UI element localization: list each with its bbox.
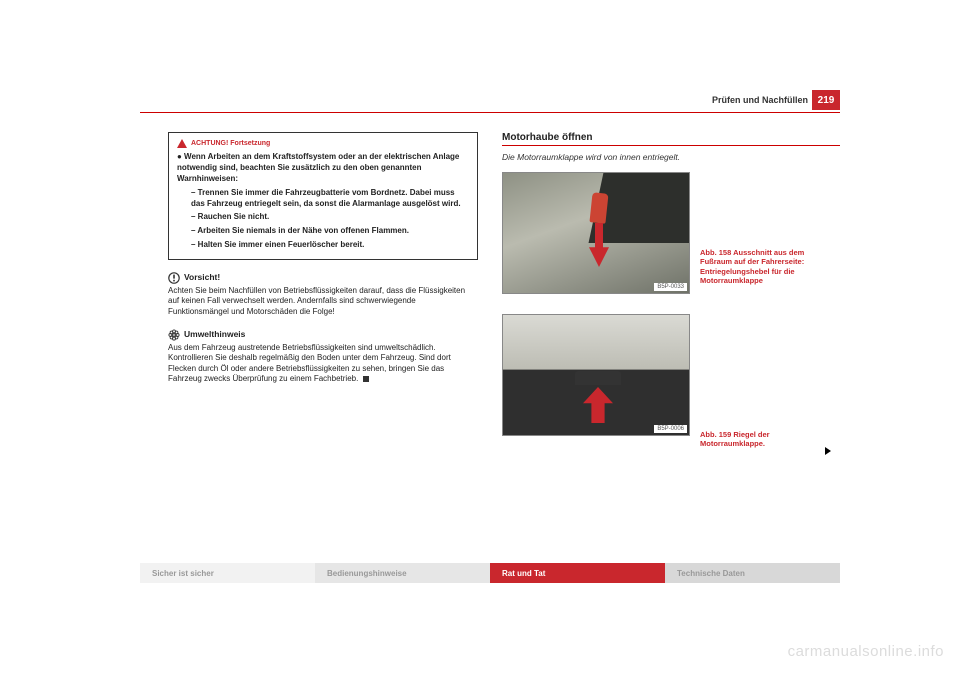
env-body-text: Aus dem Fahrzeug austretende Betriebsflü…	[168, 343, 451, 383]
footer-tab-technische-daten[interactable]: Technische Daten	[665, 563, 840, 583]
footer-tab-rat-und-tat[interactable]: Rat und Tat	[490, 563, 665, 583]
env-title: Umwelthinweis	[184, 329, 245, 339]
hood-release-lever-illustration	[589, 193, 609, 265]
caution-title: Vorsicht!	[184, 272, 220, 282]
achtung-box: ACHTUNG! Fortsetzung ● Wenn Arbeiten an …	[168, 132, 478, 260]
figure-158-caption: Abb. 158 Ausschnitt aus dem Fußraum auf …	[700, 248, 830, 286]
warning-triangle-icon	[177, 139, 187, 148]
section-intro: Die Motorraumklappe wird von innen entri…	[502, 152, 840, 162]
achtung-sub1: – Trennen Sie immer die Fahrzeugbatterie…	[177, 188, 469, 210]
hood-latch-illustration	[575, 371, 621, 385]
figure-159-code: B5P-0006	[654, 425, 687, 433]
footer-tab-bedienung[interactable]: Bedienungshinweise	[315, 563, 490, 583]
env-head: Umwelthinweis	[168, 329, 478, 341]
caution-body: Achten Sie beim Nachfüllen von Betriebsf…	[168, 286, 478, 317]
continue-arrow-icon	[825, 447, 831, 455]
watermark: carmanualsonline.info	[788, 643, 944, 660]
achtung-title: ACHTUNG! Fortsetzung	[191, 139, 270, 148]
figure-159-caption: Abb. 159 Riegel der Motorraumklappe.	[700, 430, 830, 449]
achtung-sub4: – Halten Sie immer einen Feuerlöscher be…	[177, 240, 469, 251]
figure-158: B5P-0033	[502, 172, 690, 294]
figure-159: B5P-0006	[502, 314, 690, 436]
footer-tab-sicher[interactable]: Sicher ist sicher	[140, 563, 315, 583]
caution-head: Vorsicht!	[168, 272, 478, 284]
left-column: ACHTUNG! Fortsetzung ● Wenn Arbeiten an …	[168, 132, 478, 397]
achtung-sub3: – Arbeiten Sie niemals in der Nähe von o…	[177, 226, 469, 237]
figure-158-code: B5P-0033	[654, 283, 687, 291]
achtung-sub2: – Rauchen Sie nicht.	[177, 212, 469, 223]
footer-nav: Sicher ist sicher Bedienungshinweise Rat…	[140, 563, 840, 583]
page-number-badge: 219	[812, 90, 840, 110]
environment-flower-icon	[168, 329, 180, 341]
env-body: Aus dem Fahrzeug austretende Betriebsflü…	[168, 343, 478, 385]
achtung-bullet: ● Wenn Arbeiten an dem Kraftstoffsystem …	[177, 152, 469, 184]
header-rule	[140, 112, 840, 113]
end-mark-icon	[363, 376, 369, 382]
section-heading: Motorhaube öffnen	[502, 132, 840, 146]
header-title: Prüfen und Nachfüllen	[712, 95, 808, 105]
right-column: Motorhaube öffnen Die Motorraumklappe wi…	[502, 132, 840, 456]
achtung-head: ACHTUNG! Fortsetzung	[177, 139, 469, 148]
caution-icon	[168, 272, 180, 284]
